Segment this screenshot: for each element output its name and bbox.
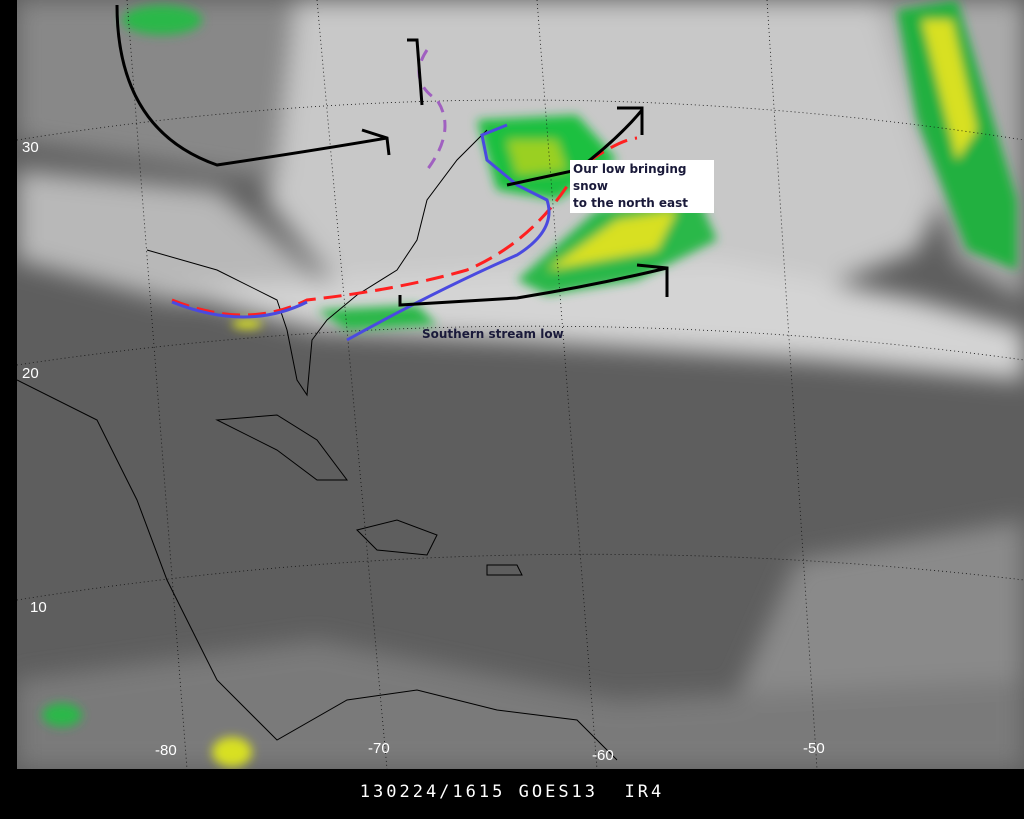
- grid-lines: [17, 0, 1024, 769]
- latitude-label: 10: [30, 599, 47, 616]
- annotation-line: to the north east: [573, 196, 689, 210]
- annotation-line: Our low bringing snow: [573, 162, 687, 193]
- image-caption: 130224/1615 GOES13 IR4: [0, 772, 1024, 812]
- satellite-map: [17, 0, 1024, 769]
- caption-satellite: GOES13: [518, 782, 599, 802]
- latitude-label: 30: [22, 139, 39, 156]
- northeast-low-annotation: Our low bringing snow to the north east: [570, 160, 714, 213]
- jet-arrows: [115, 4, 669, 307]
- latitude-label: 20: [22, 365, 39, 382]
- longitude-label: -80: [155, 742, 177, 759]
- precipitation: [42, 0, 1017, 767]
- caption-channel: IR4: [624, 782, 665, 802]
- longitude-label: -60: [592, 747, 614, 764]
- caption-datetime: 130224/1615: [359, 782, 506, 802]
- coastlines: [17, 129, 618, 761]
- fronts: [171, 49, 638, 342]
- longitude-label: -70: [368, 740, 390, 757]
- southern-low-annotation: Southern stream low: [422, 327, 564, 341]
- longitude-label: -50: [803, 740, 825, 757]
